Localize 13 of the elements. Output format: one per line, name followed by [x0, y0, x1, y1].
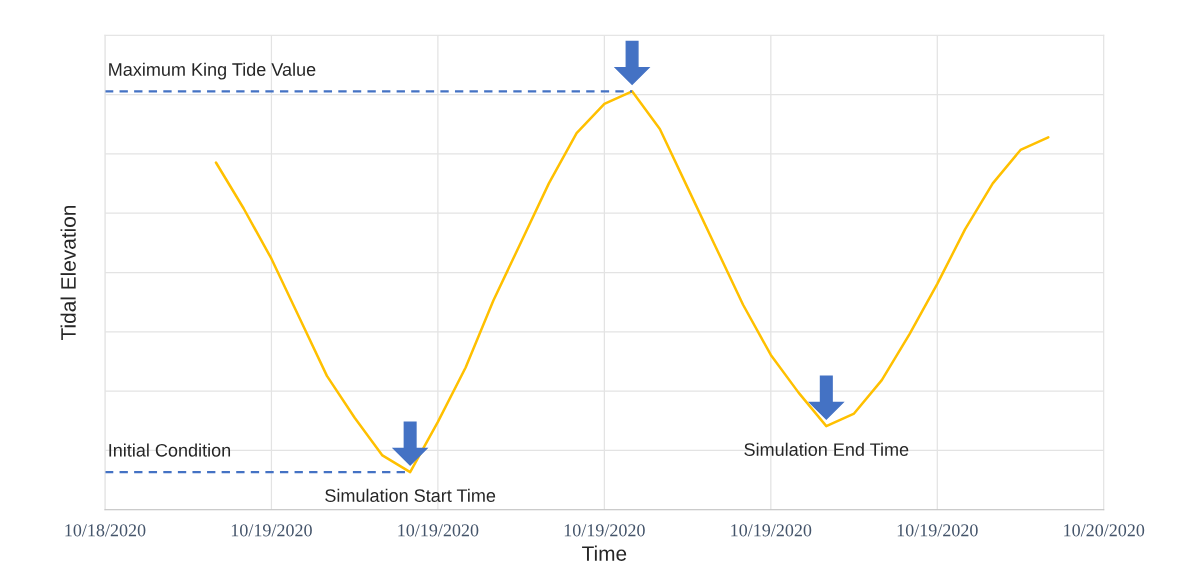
x-axis-title: Time: [582, 545, 627, 561]
x-tick-label: 10/19/2020: [398, 524, 479, 537]
x-tick-label: 10/19/2020: [897, 524, 978, 537]
annotation: Simulation Start Time: [325, 488, 496, 503]
ref-line-label: Initial Condition: [109, 443, 231, 457]
x-tick-label: 10/19/2020: [231, 524, 312, 537]
x-tick-label: 10/20/2020: [1064, 524, 1145, 537]
x-tick-label: 10/19/2020: [731, 524, 812, 537]
x-tick-label: 10/18/2020: [65, 524, 146, 537]
ref-line-label: Maximum King Tide Value: [109, 62, 316, 80]
annotation: Simulation End Time: [744, 442, 909, 456]
x-tick-label: 10/19/2020: [564, 524, 645, 537]
y-axis-title: Tidal Elevation: [60, 205, 76, 340]
